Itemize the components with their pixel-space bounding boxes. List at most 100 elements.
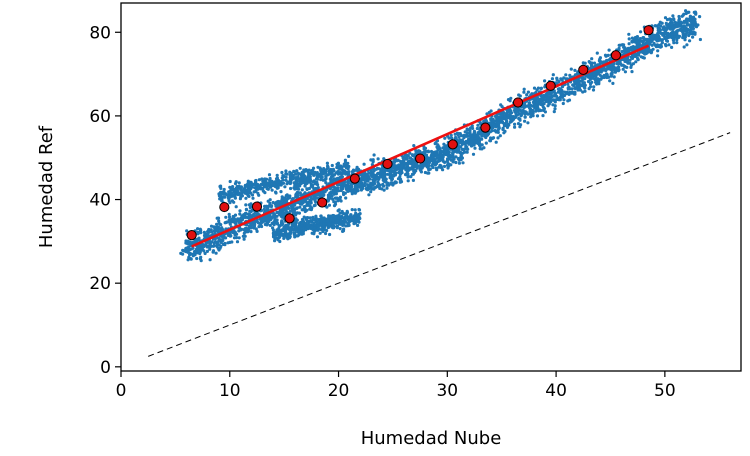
cloud-point <box>228 220 232 224</box>
cloud-point <box>414 149 418 153</box>
cloud-point <box>638 37 642 41</box>
cloud-point <box>291 177 295 181</box>
cloud-point <box>405 153 409 157</box>
cloud-point <box>392 165 396 170</box>
cloud-point <box>523 119 527 123</box>
cloud-point <box>409 175 413 179</box>
cloud-point <box>371 160 375 164</box>
cloud-point <box>325 161 329 165</box>
cloud-point <box>391 173 395 177</box>
cloud-point <box>315 177 320 181</box>
cloud-point <box>491 136 496 140</box>
cloud-point <box>607 58 611 62</box>
cloud-point <box>285 172 289 176</box>
cloud-point <box>343 158 347 162</box>
cloud-point <box>628 61 632 65</box>
cloud-point <box>273 184 277 188</box>
cloud-point <box>274 177 279 181</box>
cloud-point <box>207 234 211 238</box>
cloud-point <box>256 221 260 225</box>
cloud-point <box>242 237 246 241</box>
cloud-point <box>221 238 225 243</box>
cloud-point <box>344 212 348 216</box>
cloud-point <box>594 75 598 79</box>
cloud-point <box>573 73 578 77</box>
cloud-point <box>339 166 343 170</box>
cloud-point <box>412 169 416 173</box>
cloud-point <box>195 256 199 261</box>
cloud-point <box>503 115 507 119</box>
cloud-point <box>250 223 254 227</box>
cloud-point <box>207 230 211 234</box>
cloud-point <box>575 83 580 87</box>
cloud-point <box>689 27 693 31</box>
cloud-point <box>543 79 547 83</box>
cloud-point <box>568 73 572 77</box>
cloud-point <box>329 218 333 222</box>
cloud-point <box>569 67 573 71</box>
cloud-point <box>233 196 237 200</box>
y-tick-label: 40 <box>89 191 111 211</box>
cloud-point <box>560 95 565 99</box>
binned-point <box>512 97 524 108</box>
cloud-point <box>310 225 314 229</box>
cloud-point <box>228 185 232 189</box>
cloud-point <box>633 35 638 40</box>
cloud-point <box>622 45 626 49</box>
cloud-point <box>275 173 279 177</box>
cloud-point <box>305 208 309 212</box>
cloud-point <box>334 215 338 219</box>
cloud-point <box>439 149 443 153</box>
cloud-point <box>527 103 531 108</box>
cloud-point <box>535 114 540 118</box>
cloud-point <box>421 164 425 168</box>
cloud-point <box>228 222 232 226</box>
cloud-point <box>522 90 526 94</box>
cloud-point <box>238 197 242 201</box>
cloud-point <box>451 160 455 164</box>
cloud-point <box>315 180 319 184</box>
cloud-point <box>595 80 599 84</box>
cloud-point <box>465 145 469 149</box>
cloud-point <box>309 219 313 223</box>
cloud-point <box>320 192 325 196</box>
cloud-point <box>354 186 358 190</box>
cloud-point <box>460 134 464 138</box>
binned-point <box>610 50 622 61</box>
cloud-point <box>249 185 253 189</box>
cloud-point <box>242 189 246 193</box>
cloud-point <box>302 173 306 177</box>
cloud-point <box>526 121 530 125</box>
cloud-point <box>535 107 540 111</box>
cloud-point <box>274 236 278 240</box>
plot-frame <box>120 2 742 372</box>
cloud-point <box>329 175 333 179</box>
cloud-point <box>514 109 519 113</box>
cloud-point <box>675 38 679 42</box>
cloud-point <box>331 213 335 218</box>
cloud-point <box>541 114 545 118</box>
cloud-point <box>312 204 316 208</box>
cloud-point <box>410 172 414 176</box>
cloud-point <box>639 30 643 34</box>
cloud-point <box>612 75 616 79</box>
cloud-point <box>431 156 436 160</box>
cloud-point <box>327 203 331 207</box>
cloud-point <box>279 221 284 225</box>
cloud-point <box>237 181 241 185</box>
binned-point <box>251 201 263 212</box>
cloud-point <box>279 230 283 234</box>
cloud-point <box>357 207 361 212</box>
cloud-point <box>480 137 484 141</box>
cloud-point <box>342 218 346 222</box>
cloud-point <box>385 186 389 190</box>
cloud-point <box>213 226 217 230</box>
cloud-point <box>354 219 358 223</box>
cloud-point <box>349 217 353 221</box>
cloud-point <box>216 240 220 244</box>
cloud-point <box>518 108 522 112</box>
cloud-point <box>472 143 476 147</box>
cloud-point <box>198 257 202 261</box>
cloud-point <box>378 171 382 175</box>
cloud-point <box>591 88 596 92</box>
